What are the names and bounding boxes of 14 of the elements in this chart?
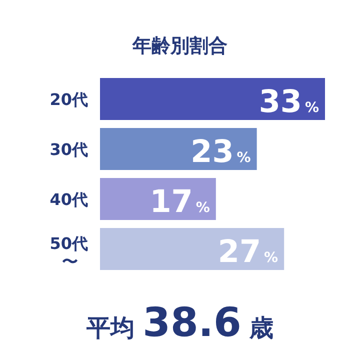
bar (100, 178, 216, 220)
data-label: 23% (190, 134, 251, 170)
bar (100, 128, 257, 170)
bar (100, 228, 284, 270)
data-label: 33% (258, 84, 319, 120)
y-tick-label: 30代 (50, 140, 88, 159)
y-tick-label: 20代 (50, 90, 88, 109)
chart-title: 年齢別割合 (132, 35, 228, 57)
data-label: 27% (218, 234, 278, 270)
data-label: 17% (150, 184, 210, 220)
text: 平均 38.6 歳 (86, 300, 274, 346)
y-tick-label: 40代 (50, 190, 88, 209)
y-tick-label: 50代〜 (50, 234, 88, 271)
bar (100, 78, 325, 120)
